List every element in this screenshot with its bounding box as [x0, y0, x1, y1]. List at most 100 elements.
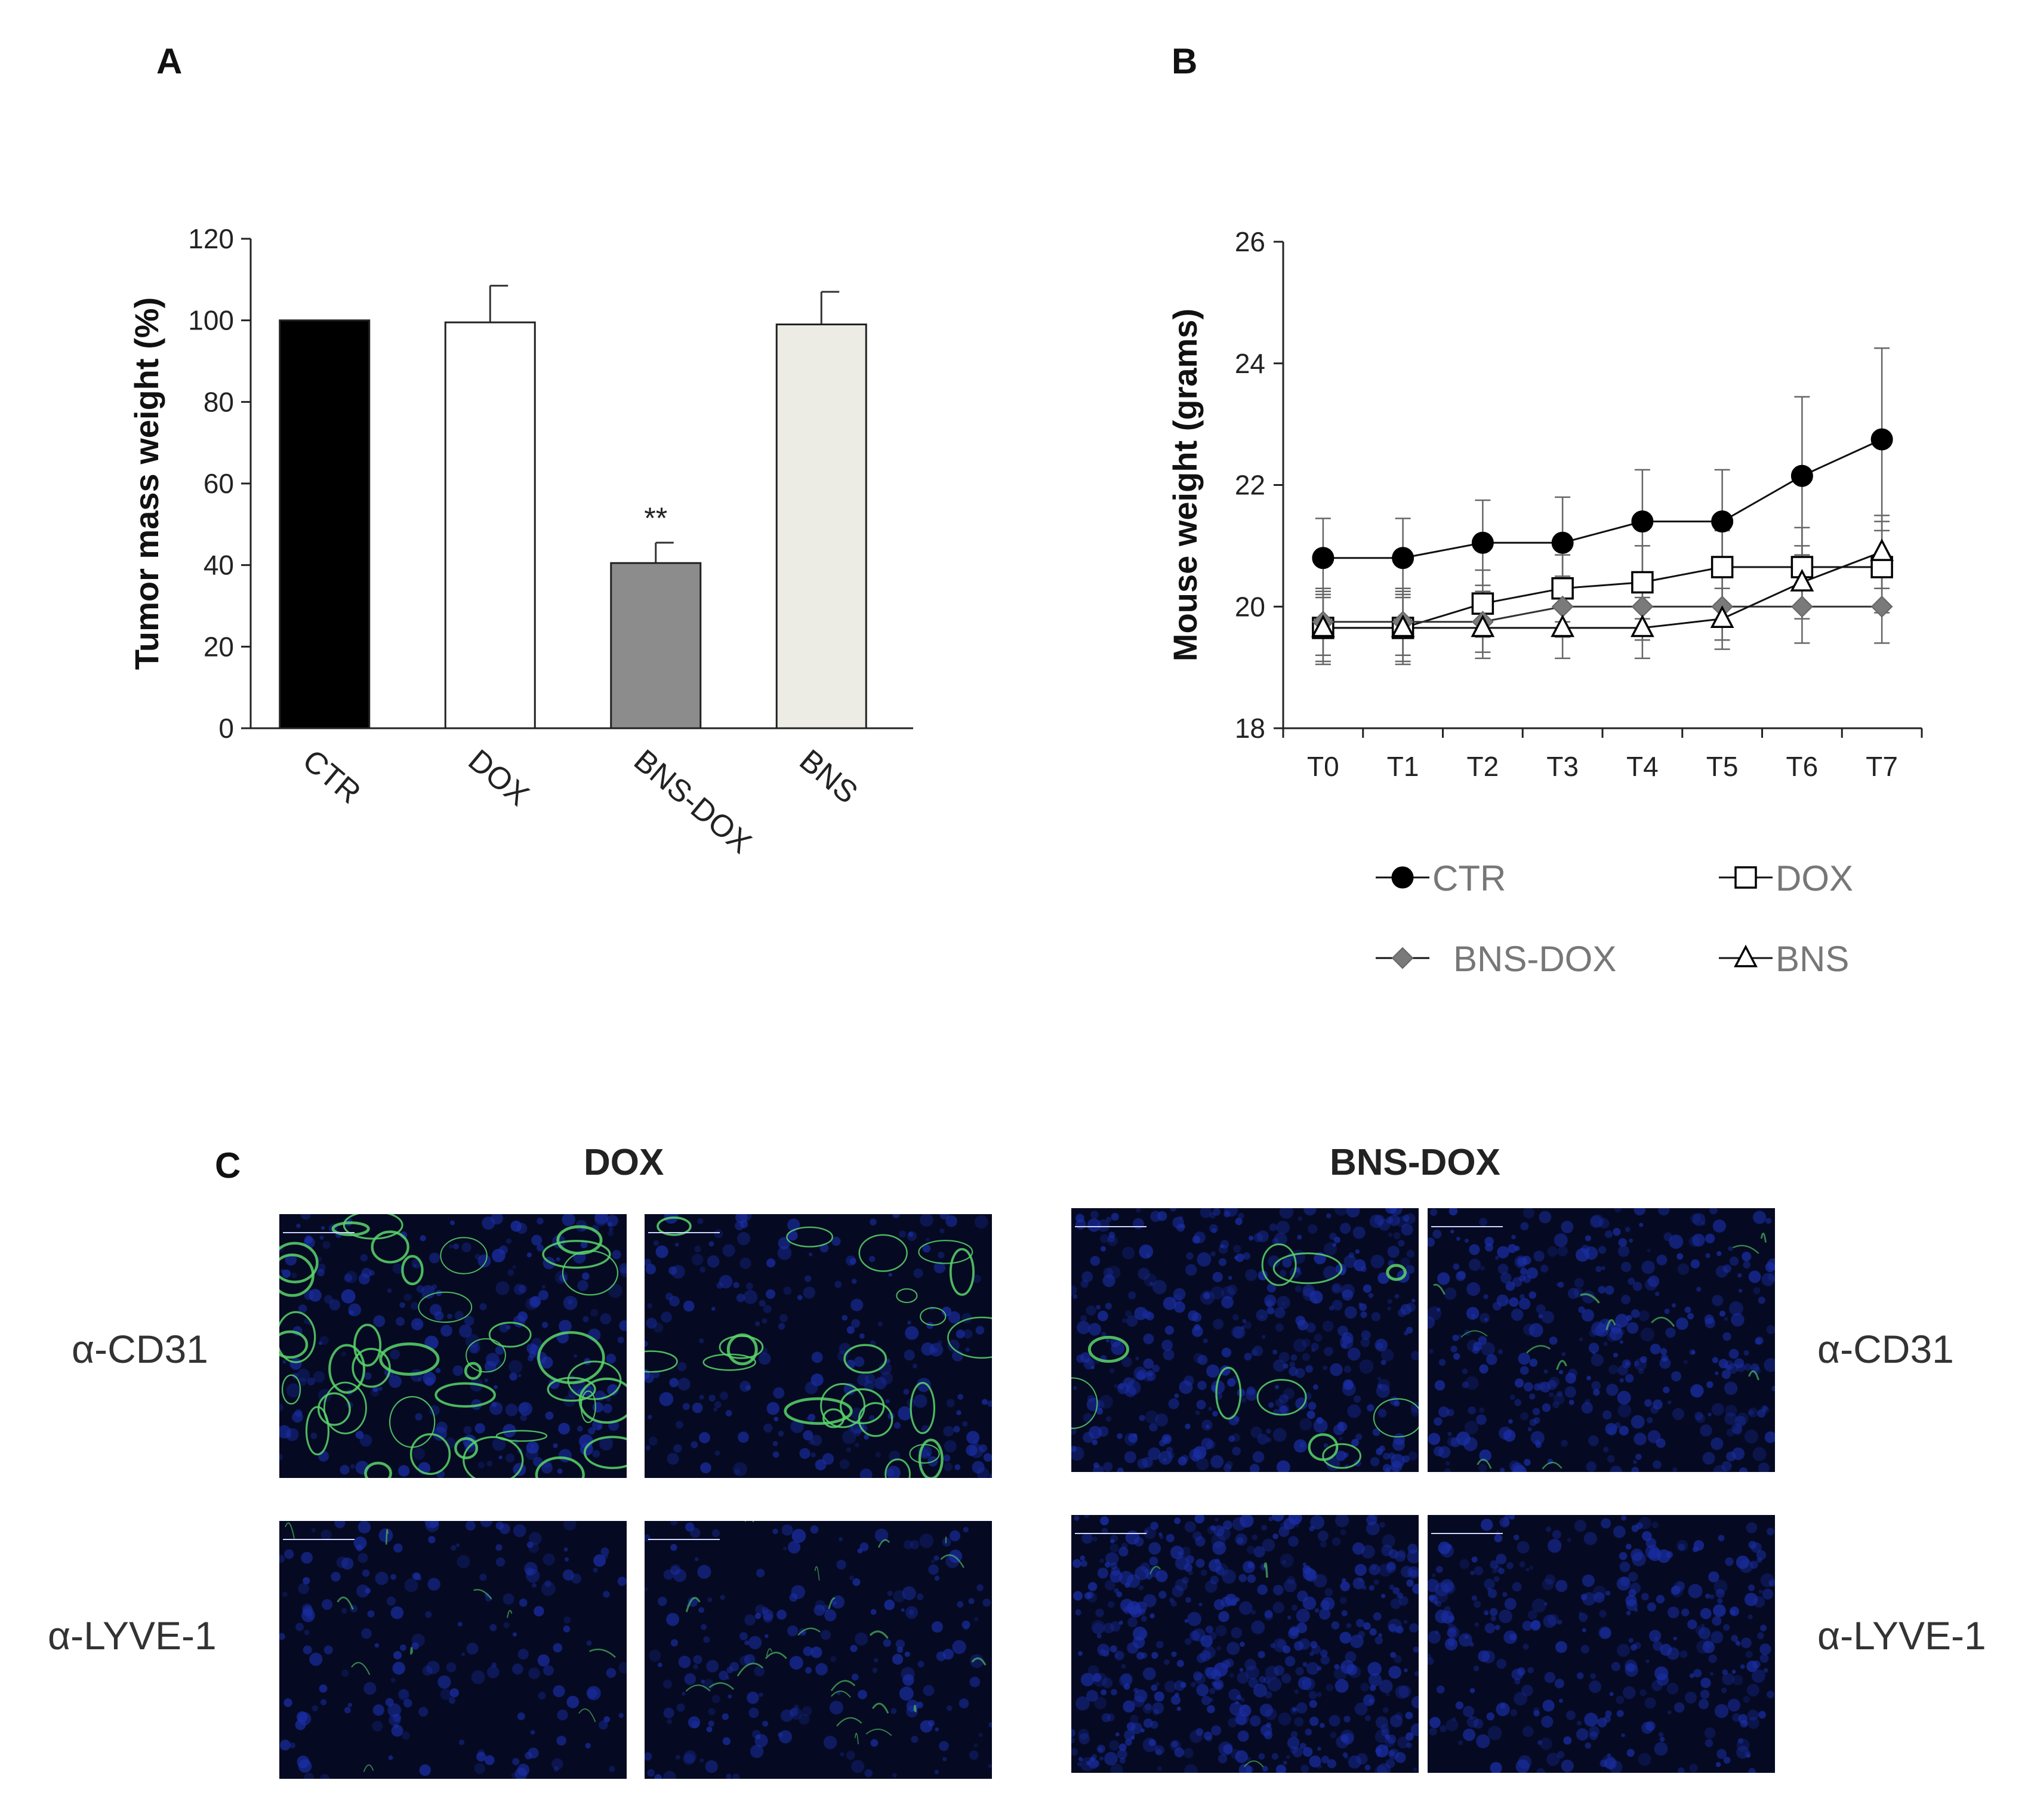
nucleus-signal — [432, 1284, 437, 1290]
nucleus-signal — [719, 1670, 729, 1680]
nucleus-signal — [360, 1254, 368, 1262]
nucleus-signal — [1201, 1437, 1213, 1450]
nucleus-signal — [1111, 1689, 1117, 1696]
nucleus-signal — [1382, 1534, 1395, 1548]
nucleus-signal — [820, 1630, 831, 1640]
nucleus-signal — [1479, 1364, 1488, 1374]
nucleus-signal — [1696, 1640, 1711, 1654]
nucleus-signal — [1258, 1753, 1265, 1760]
nucleus-signal — [1441, 1610, 1454, 1624]
nucleus-signal — [1225, 1658, 1234, 1668]
nucleus-signal — [1142, 1667, 1156, 1680]
nucleus-signal — [1175, 1556, 1189, 1570]
nucleus-signal — [518, 1402, 529, 1413]
nucleus-signal — [1474, 1600, 1481, 1608]
nucleus-signal — [1148, 1447, 1161, 1461]
nucleus-signal — [1558, 1282, 1564, 1288]
nucleus-signal — [1582, 1592, 1596, 1606]
nucleus-signal — [669, 1296, 680, 1307]
nucleus-signal — [1341, 1578, 1346, 1583]
vessel-signal — [389, 1396, 436, 1448]
nucleus-signal — [1691, 1233, 1705, 1247]
nucleus-signal — [1650, 1344, 1661, 1354]
nucleus-signal — [1366, 1521, 1380, 1535]
nucleus-signal — [474, 1763, 486, 1774]
nucleus-signal — [1431, 1573, 1436, 1578]
nucleus-signal — [1121, 1356, 1132, 1368]
nucleus-signal — [1305, 1728, 1312, 1736]
nucleus-signal — [1446, 1544, 1452, 1550]
nucleus-signal — [1222, 1569, 1236, 1584]
nucleus-signal — [1702, 1641, 1715, 1653]
nucleus-signal — [904, 1350, 915, 1361]
nucleus-signal — [279, 1425, 291, 1439]
nucleus-signal — [1302, 1562, 1306, 1566]
nucleus-signal — [1374, 1765, 1388, 1773]
nucleus-signal — [356, 1584, 369, 1598]
nucleus-signal — [341, 1289, 356, 1304]
nucleus-signal — [1187, 1612, 1202, 1627]
nucleus-signal — [449, 1244, 454, 1249]
nucleus-signal — [557, 1468, 563, 1474]
vessel-signal — [1272, 1252, 1343, 1285]
nucleus-signal — [1163, 1297, 1176, 1310]
nucleus-signal — [557, 1709, 568, 1721]
nucleus-signal — [1320, 1723, 1325, 1728]
nucleus-signal — [766, 1258, 776, 1268]
nucleus-signal — [391, 1724, 403, 1737]
nucleus-signal — [1671, 1303, 1676, 1308]
vessel-signal — [285, 1522, 295, 1539]
nucleus-signal — [837, 1691, 841, 1695]
nucleus-signal — [1311, 1348, 1315, 1353]
vessel-signal — [589, 1648, 616, 1658]
nucleus-signal — [544, 1580, 551, 1587]
nucleus-signal — [1120, 1673, 1133, 1685]
nucleus-signal — [1209, 1687, 1216, 1695]
nucleus-signal — [517, 1649, 529, 1660]
data-point-ctr — [1790, 464, 1813, 487]
nucleus-signal — [791, 1585, 805, 1599]
nucleus-signal — [1332, 1537, 1341, 1546]
nucleus-signal — [1721, 1687, 1727, 1693]
vessel-signal — [363, 1764, 374, 1772]
nucleus-signal — [1690, 1213, 1701, 1224]
nucleus-signal — [513, 1524, 526, 1538]
nucleus-signal — [1410, 1402, 1419, 1413]
nucleus-signal — [1299, 1742, 1306, 1750]
nucleus-signal — [1104, 1562, 1111, 1568]
vessel-signal — [836, 1717, 862, 1727]
nucleus-signal — [1323, 1242, 1337, 1256]
nucleus-signal — [503, 1593, 514, 1605]
nucleus-signal — [534, 1606, 544, 1616]
nucleus-signal — [1514, 1378, 1524, 1388]
nucleus-signal — [1758, 1711, 1766, 1719]
nucleus-signal — [1767, 1528, 1774, 1536]
nucleus-signal — [1172, 1585, 1184, 1597]
nucleus-signal — [1209, 1212, 1216, 1219]
nucleus-signal — [1674, 1702, 1685, 1713]
nucleus-signal — [1121, 1664, 1126, 1669]
nucleus-signal — [699, 1338, 704, 1344]
nucleus-signal — [1164, 1325, 1174, 1335]
nucleus-signal — [699, 1758, 704, 1763]
nucleus-signal — [1464, 1420, 1478, 1434]
nucleus-signal — [1145, 1411, 1158, 1424]
nucleus-signal — [1097, 1568, 1109, 1579]
nucleus-signal — [1152, 1280, 1167, 1295]
nucleus-signal — [320, 1699, 327, 1705]
nucleus-signal — [979, 1444, 988, 1453]
nucleus-signal — [1711, 1403, 1724, 1416]
nucleus-signal — [1090, 1211, 1099, 1219]
vessel-signal — [877, 1539, 890, 1548]
nucleus-signal — [1462, 1368, 1468, 1375]
nucleus-signal — [1458, 1740, 1463, 1745]
x-tick-label-b: T4 — [1626, 751, 1659, 782]
nucleus-signal — [1073, 1386, 1077, 1390]
nucleus-signal — [449, 1220, 455, 1225]
nucleus-signal — [416, 1285, 424, 1293]
nucleus-signal — [517, 1712, 525, 1720]
nucleus-signal — [765, 1634, 769, 1639]
nucleus-signal — [618, 1662, 627, 1674]
vessel-signal — [1760, 1233, 1767, 1243]
